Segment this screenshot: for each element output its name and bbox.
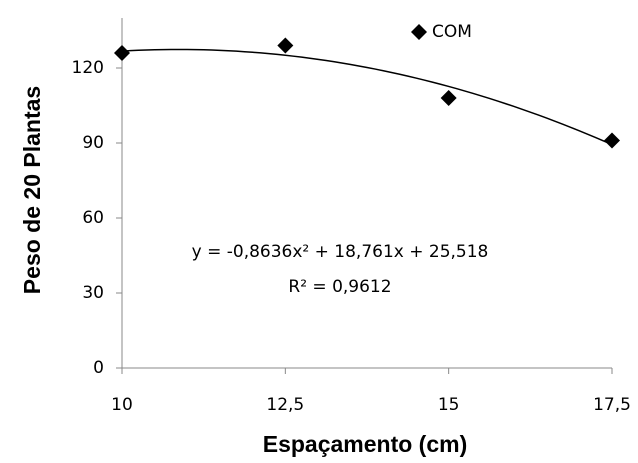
data-point	[440, 90, 457, 106]
y-tick-label: 0	[93, 358, 104, 378]
legend-marker	[411, 24, 427, 40]
x-tick-label: 10	[111, 395, 133, 415]
data-point	[604, 132, 620, 149]
x-axis-title: Espaçamento (cm)	[263, 431, 468, 457]
x-tick-label: 15	[438, 395, 460, 415]
trendline	[121, 48, 613, 146]
x-tick-label: 12,5	[266, 395, 304, 415]
y-tick-label: 90	[82, 133, 104, 153]
x-tick-label: 17,5	[593, 395, 631, 415]
y-tick-label: 30	[82, 283, 104, 303]
data-point	[114, 45, 130, 61]
r2-annotation: R² = 0,9612	[288, 277, 391, 297]
y-axis-title: Peso de 20 Plantas	[19, 86, 45, 294]
legend-label: COM	[432, 22, 472, 42]
equation-annotation: y = -0,8636x² + 18,761x + 25,518	[192, 242, 489, 262]
y-tick-label: 120	[72, 58, 104, 78]
data-point	[277, 37, 294, 54]
y-tick-label: 60	[82, 208, 104, 228]
